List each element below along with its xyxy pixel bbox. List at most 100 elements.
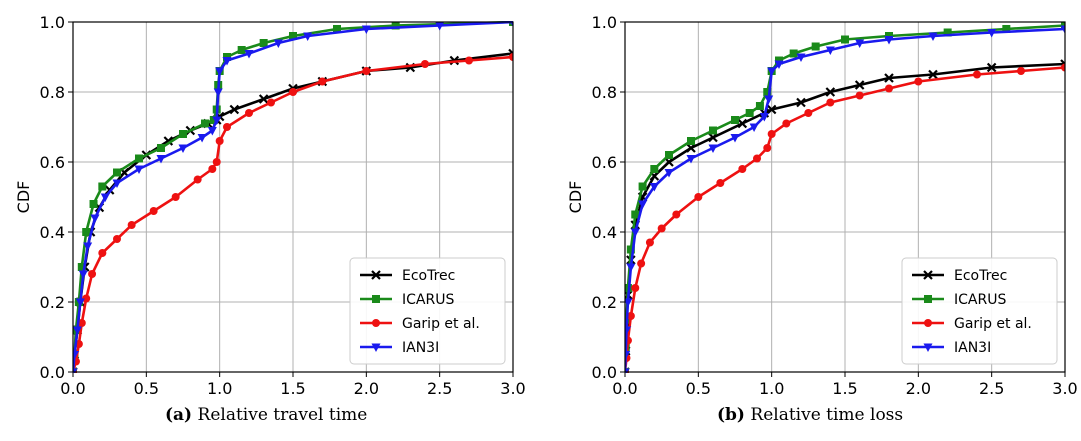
data-point xyxy=(645,238,654,247)
data-point xyxy=(637,259,646,268)
data-point xyxy=(215,67,225,76)
data-point xyxy=(88,270,97,278)
data-point xyxy=(193,175,202,184)
x-tick-label: 2.0 xyxy=(354,379,379,398)
data-point xyxy=(289,88,297,96)
data-point xyxy=(749,123,759,132)
data-point xyxy=(986,62,997,73)
data-point xyxy=(694,193,703,201)
caption-b-label: (b) xyxy=(717,405,745,425)
data-point xyxy=(237,46,246,54)
x-tick-label: 2.5 xyxy=(427,379,452,398)
data-point xyxy=(435,22,445,31)
data-point xyxy=(686,143,696,153)
data-point xyxy=(156,155,166,164)
data-point xyxy=(672,210,681,219)
legend-label: ICARUS xyxy=(954,292,1006,308)
data-point xyxy=(113,235,121,243)
data-point xyxy=(626,312,635,320)
data-point xyxy=(207,127,217,136)
data-point xyxy=(708,144,718,153)
legend-label: Garip et al. xyxy=(402,316,480,332)
data-point xyxy=(664,169,674,178)
data-point xyxy=(333,25,341,33)
data-point xyxy=(1017,67,1025,75)
data-point xyxy=(973,70,981,79)
data-point xyxy=(318,77,327,86)
data-point xyxy=(650,165,659,173)
data-point xyxy=(755,102,764,110)
y-tick-label: 0.8 xyxy=(40,83,65,102)
legend-marker xyxy=(924,319,932,327)
data-point xyxy=(731,116,739,124)
data-point xyxy=(766,104,777,115)
data-point xyxy=(213,88,223,97)
series-ian3i xyxy=(625,25,1065,373)
data-point xyxy=(767,130,776,138)
data-point xyxy=(73,326,82,335)
data-point xyxy=(98,249,107,257)
legend: EcoTrec ICARUS Garip et al. IAN3I xyxy=(901,257,1058,365)
data-point xyxy=(665,151,673,159)
data-point xyxy=(855,91,864,100)
data-point xyxy=(638,200,648,209)
x-tick-label: 0.5 xyxy=(134,379,159,398)
data-point xyxy=(75,298,85,307)
y-tick-label: 0.2 xyxy=(592,293,617,312)
data-point xyxy=(657,224,666,233)
data-point xyxy=(796,97,806,108)
legend-box xyxy=(901,257,1058,365)
y-tick-label: 1.0 xyxy=(40,13,65,32)
chart-panel-a: 0.0 0.5 1.0 1.5 2.0 2.5 3.0 0.0 0.2 0.4 0.6 0.8 1.0 C… xyxy=(14,13,526,398)
legend-box xyxy=(349,257,506,365)
data-point xyxy=(625,298,633,307)
data-point xyxy=(134,165,144,174)
x-tick-label: 0.5 xyxy=(686,379,711,398)
legend-marker xyxy=(371,343,381,352)
x-tick-label: 2.0 xyxy=(906,379,931,398)
data-point xyxy=(208,165,217,173)
data-point xyxy=(796,53,806,62)
legend-marker xyxy=(923,343,933,352)
data-point xyxy=(82,294,91,303)
data-point xyxy=(730,134,740,143)
x-tick-label: 0.0 xyxy=(60,379,85,398)
data-point xyxy=(149,207,158,215)
data-point xyxy=(127,221,136,229)
legend-marker xyxy=(924,295,932,303)
data-point xyxy=(825,46,835,55)
data-point xyxy=(884,73,894,83)
legend-label: EcoTrec xyxy=(402,268,455,284)
data-point xyxy=(421,60,429,68)
x-tick-label: 1.5 xyxy=(280,379,305,398)
data-point xyxy=(209,116,218,124)
data-point xyxy=(259,39,268,47)
legend-label: IAN3I xyxy=(402,340,439,356)
data-point xyxy=(625,351,631,360)
data-point xyxy=(258,94,269,104)
legend-marker xyxy=(372,295,380,303)
plot-frame xyxy=(624,21,1066,373)
data-point xyxy=(229,104,240,115)
data-point xyxy=(709,126,717,135)
series-line xyxy=(73,55,513,373)
data-point xyxy=(928,32,938,41)
data-point xyxy=(171,193,180,201)
series-line xyxy=(625,66,1065,373)
y-tick-label: 0.0 xyxy=(40,363,65,382)
data-point xyxy=(77,263,86,271)
data-point xyxy=(943,28,952,37)
chart-panel-b: 0.0 0.5 1.0 1.5 2.0 2.5 3.0 0.0 0.2 0.4 0.6 0.8 1.0 C… xyxy=(566,13,1078,398)
data-point xyxy=(841,35,849,44)
data-point xyxy=(767,67,777,76)
legend-marker xyxy=(923,270,933,280)
data-point xyxy=(738,165,747,173)
data-point xyxy=(625,326,631,335)
x-tick-label: 1.0 xyxy=(207,379,232,398)
data-point xyxy=(82,228,91,236)
data-point xyxy=(626,263,636,272)
caption-a: (a) Relative travel time xyxy=(165,405,367,425)
data-point xyxy=(687,137,695,145)
x-tick-label: 0.0 xyxy=(612,379,637,398)
data-point xyxy=(630,228,640,237)
